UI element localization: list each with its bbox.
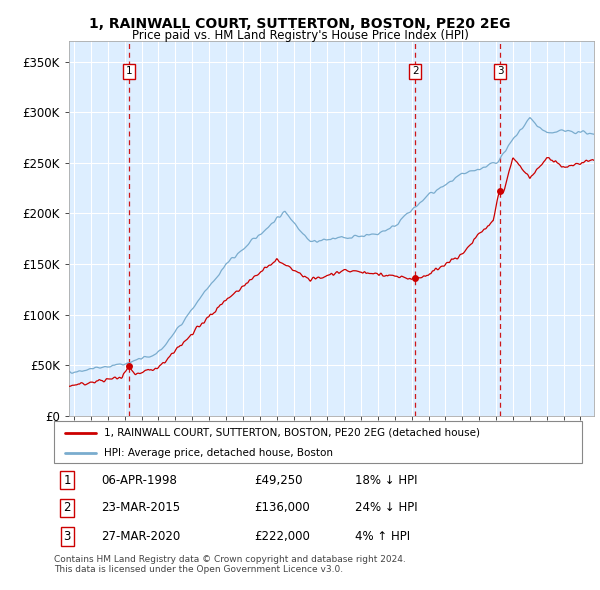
FancyBboxPatch shape: [54, 421, 582, 463]
Text: 27-MAR-2020: 27-MAR-2020: [101, 530, 181, 543]
Text: 06-APR-1998: 06-APR-1998: [101, 474, 178, 487]
Text: 2: 2: [412, 66, 419, 76]
Text: 1: 1: [64, 474, 71, 487]
Text: Contains HM Land Registry data © Crown copyright and database right 2024.
This d: Contains HM Land Registry data © Crown c…: [54, 555, 406, 574]
Text: 23-MAR-2015: 23-MAR-2015: [101, 502, 181, 514]
Text: 1, RAINWALL COURT, SUTTERTON, BOSTON, PE20 2EG (detached house): 1, RAINWALL COURT, SUTTERTON, BOSTON, PE…: [104, 428, 480, 438]
Text: 4% ↑ HPI: 4% ↑ HPI: [355, 530, 410, 543]
Text: £49,250: £49,250: [254, 474, 303, 487]
Text: Price paid vs. HM Land Registry's House Price Index (HPI): Price paid vs. HM Land Registry's House …: [131, 30, 469, 42]
Text: 1, RAINWALL COURT, SUTTERTON, BOSTON, PE20 2EG: 1, RAINWALL COURT, SUTTERTON, BOSTON, PE…: [89, 17, 511, 31]
Text: 3: 3: [497, 66, 503, 76]
Text: 2: 2: [64, 502, 71, 514]
Text: 18% ↓ HPI: 18% ↓ HPI: [355, 474, 418, 487]
Text: 1: 1: [126, 66, 133, 76]
Text: £222,000: £222,000: [254, 530, 311, 543]
Text: HPI: Average price, detached house, Boston: HPI: Average price, detached house, Bost…: [104, 448, 333, 457]
Text: 3: 3: [64, 530, 71, 543]
Text: £136,000: £136,000: [254, 502, 310, 514]
Text: 24% ↓ HPI: 24% ↓ HPI: [355, 502, 418, 514]
